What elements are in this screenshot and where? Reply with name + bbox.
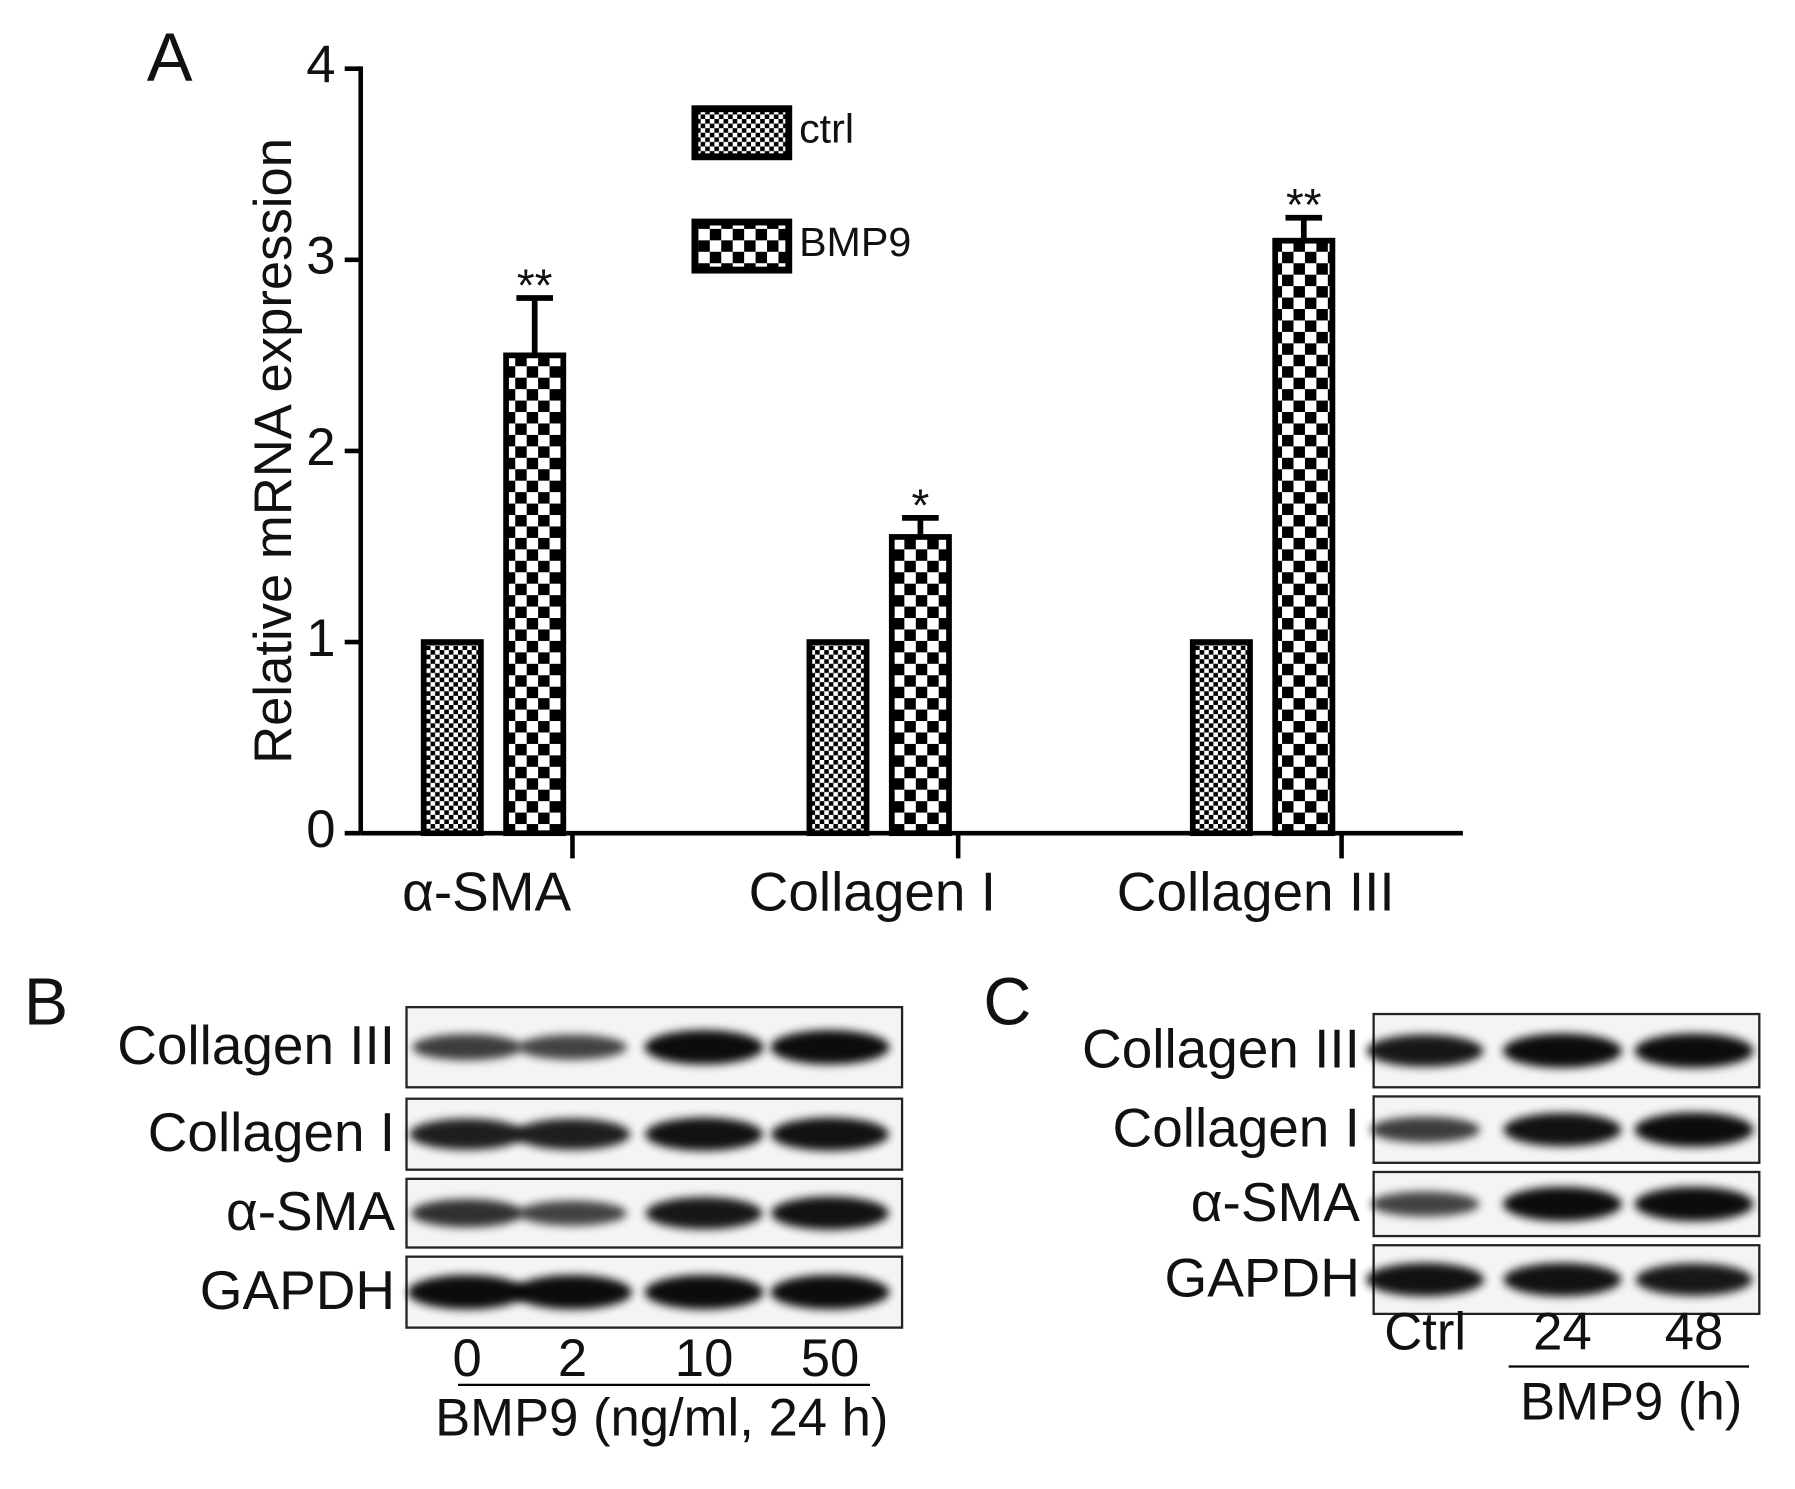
blot-band (1635, 1263, 1753, 1296)
lane-label: 2 (558, 1329, 587, 1388)
significance: ** (517, 260, 553, 311)
blot-band (1634, 1186, 1754, 1222)
y-tick-label: 2 (306, 418, 335, 477)
panel-label: B (24, 966, 68, 1040)
lane-label: 0 (453, 1329, 482, 1388)
blot-band (644, 1030, 764, 1065)
blot-band (512, 1274, 632, 1310)
blot-row-label: GAPDH (1165, 1246, 1360, 1308)
legend-label: ctrl (799, 106, 854, 152)
panel-label: C (983, 966, 1031, 1040)
blot-band (1634, 1112, 1754, 1147)
lane-label: 48 (1665, 1303, 1724, 1362)
blot-band (644, 1274, 764, 1310)
blot-band (1502, 1033, 1622, 1068)
significance: ** (1286, 180, 1322, 231)
y-axis-label: Relative mRNA expression (244, 138, 303, 764)
blot-band (645, 1117, 764, 1151)
blot-band (1366, 1034, 1484, 1067)
y-tick-label: 3 (306, 227, 335, 286)
panel-label: A (147, 19, 193, 96)
blot-band (771, 1117, 889, 1151)
blot-row-label: GAPDH (200, 1259, 395, 1321)
y-tick-label: 0 (306, 800, 335, 859)
bar (503, 352, 567, 837)
bar (1189, 639, 1253, 837)
lane-label: 50 (801, 1329, 860, 1388)
blot-band (1366, 1262, 1485, 1297)
lane-label: 24 (1533, 1303, 1592, 1362)
blot-row-label: Collagen I (148, 1101, 395, 1163)
blot-row-label: Collagen III (117, 1014, 395, 1076)
blot-band (518, 1034, 627, 1060)
blot-xlabel: BMP9 (ng/ml, 24 h) (435, 1388, 888, 1447)
blot-band (1503, 1262, 1622, 1297)
bar (888, 534, 952, 837)
bar (806, 639, 870, 837)
blot-row-label: Collagen I (1113, 1096, 1360, 1158)
blot-band (411, 1199, 524, 1228)
lane-label: Ctrl (1384, 1303, 1466, 1362)
y-tick-label: 4 (306, 36, 335, 95)
blot-band (1370, 1116, 1481, 1143)
blot-band (1502, 1186, 1622, 1222)
legend-swatch (691, 218, 793, 274)
blot-band (770, 1274, 890, 1310)
blot-band (770, 1030, 890, 1065)
x-tick-label: Collagen III (1117, 861, 1395, 923)
blot-band (409, 1118, 525, 1150)
blot-band (514, 1118, 631, 1150)
blot-band (1503, 1112, 1622, 1147)
blot-band (407, 1274, 527, 1310)
blot-row-label: α-SMA (226, 1180, 395, 1242)
blot-band (518, 1200, 627, 1226)
blot-band (771, 1196, 889, 1230)
significance: * (911, 480, 929, 531)
legend-swatch (691, 105, 793, 161)
blot-band (1370, 1191, 1480, 1217)
blot-row-label: α-SMA (1191, 1171, 1360, 1233)
bar (420, 639, 484, 837)
x-tick-label: α-SMA (402, 861, 571, 923)
y-tick-label: 1 (306, 609, 335, 668)
blot-xlabel: BMP9 (h) (1520, 1372, 1742, 1431)
legend-label: BMP9 (799, 219, 911, 265)
blot-row-label: Collagen III (1082, 1017, 1360, 1079)
blot-band (645, 1197, 763, 1230)
x-tick-label: Collagen I (749, 861, 996, 923)
blot-band (412, 1034, 523, 1061)
lane-label: 10 (675, 1329, 734, 1388)
blot-band (1634, 1033, 1754, 1068)
bar (1272, 237, 1336, 837)
